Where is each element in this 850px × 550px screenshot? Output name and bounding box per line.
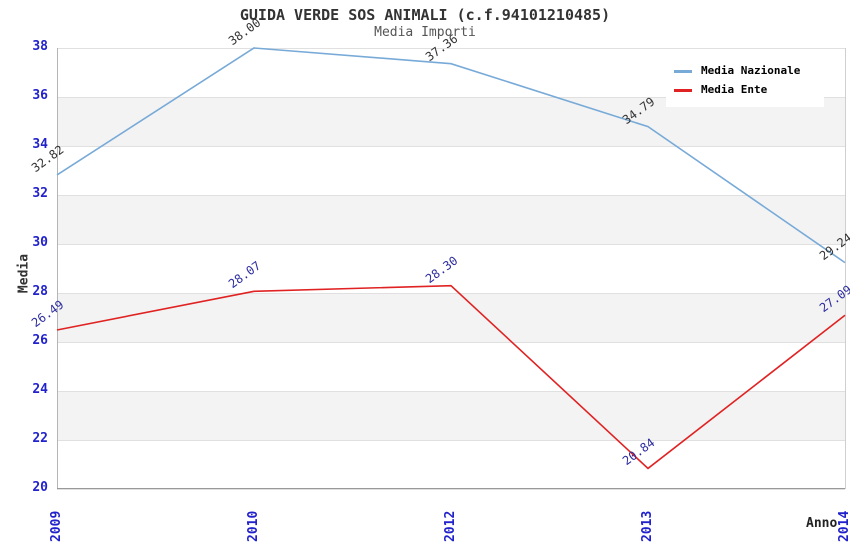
legend-label: Media Ente	[701, 83, 768, 96]
y-tick-label: 36	[32, 88, 48, 103]
series-lines	[56, 47, 846, 470]
y-axis-line	[57, 48, 58, 489]
y-tick-label: 24	[32, 382, 48, 397]
x-axis-line	[57, 488, 845, 489]
y-tick-label: 20	[32, 480, 48, 495]
x-axis-title: Anno	[806, 516, 838, 531]
chart-subtitle: Media Importi	[374, 25, 476, 40]
gridline	[57, 47, 845, 49]
y-tick-label: 28	[32, 284, 48, 299]
legend-item: Media Nazionale	[672, 64, 818, 80]
series-line-media-ente	[56, 284, 846, 470]
x-tick-label: 2010	[246, 510, 261, 542]
plot-area	[56, 47, 846, 490]
plot-band	[57, 391, 845, 440]
x-tick-label: 2009	[49, 510, 64, 542]
plot-band	[57, 293, 845, 342]
x-tick-label: 2012	[443, 510, 458, 542]
chart-title: GUIDA VERDE SOS ANIMALI (c.f.94101210485…	[239, 6, 611, 24]
y-tick-label: 26	[32, 333, 48, 348]
y-tick-label: 34	[32, 137, 48, 152]
legend: Media Nazionale Media Ente	[666, 56, 824, 107]
series-line-media-nazionale	[56, 47, 846, 264]
gridline	[57, 439, 845, 441]
y-tick-label: 38	[32, 39, 48, 54]
legend-line-icon	[674, 70, 692, 73]
gridline	[57, 243, 845, 245]
gridline	[57, 341, 845, 343]
legend-label: Media Nazionale	[701, 64, 801, 77]
y-tick-label: 22	[32, 431, 48, 446]
gridline	[57, 96, 845, 98]
x-tick-label: 2013	[640, 510, 655, 542]
gridline	[57, 488, 845, 490]
plot-band	[57, 195, 845, 244]
gridline	[57, 390, 845, 392]
gridline	[57, 145, 845, 147]
legend-item: Media Ente	[672, 83, 818, 99]
gridline	[57, 292, 845, 294]
y-tick-label: 32	[32, 186, 48, 201]
gridline	[57, 194, 845, 196]
y-tick-label: 30	[32, 235, 48, 250]
legend-line-icon	[674, 89, 692, 92]
x-tick-label: 2014	[837, 510, 850, 542]
